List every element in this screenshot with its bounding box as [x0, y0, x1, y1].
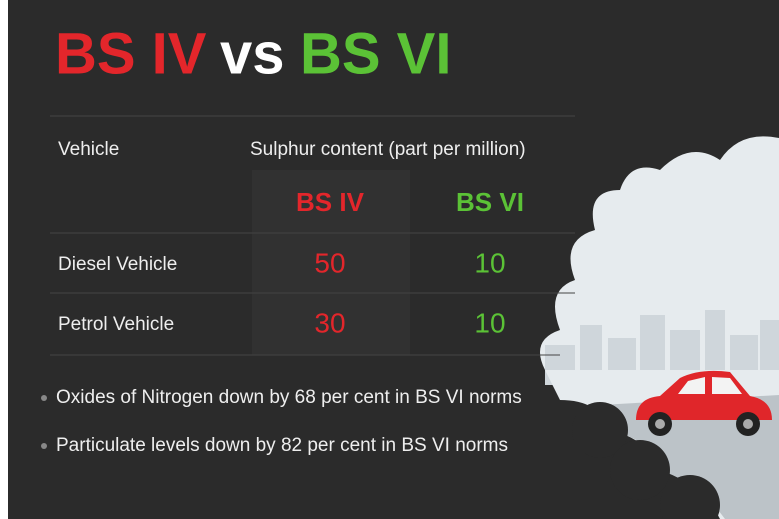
cell: 30 [314, 307, 345, 338]
subheader-cell: BS VI [456, 187, 524, 217]
cell: 10 [474, 247, 505, 278]
title-vs: vs [220, 21, 285, 86]
bullet-text: Particulate levels down by 82 per cent i… [56, 435, 508, 456]
bullet-dot [41, 395, 47, 401]
bullet-dot [41, 443, 47, 449]
bullet-text: Oxides of Nitrogen down by 68 per cent i… [56, 387, 522, 408]
title-bs6: BS VI [300, 21, 452, 86]
row-label: Petrol Vehicle [58, 314, 174, 335]
infographic: BS IV vs BS VI Vehicle Sulphur content (… [0, 0, 779, 519]
cell: 10 [474, 307, 505, 338]
subheader-cell: BS IV [296, 187, 365, 217]
header-cell: Vehicle [58, 139, 119, 160]
cell: 50 [314, 247, 345, 278]
title-bs4: BS IV [55, 21, 207, 86]
row-label: Diesel Vehicle [58, 254, 177, 275]
header-cell: Sulphur content (part per million) [250, 139, 526, 160]
